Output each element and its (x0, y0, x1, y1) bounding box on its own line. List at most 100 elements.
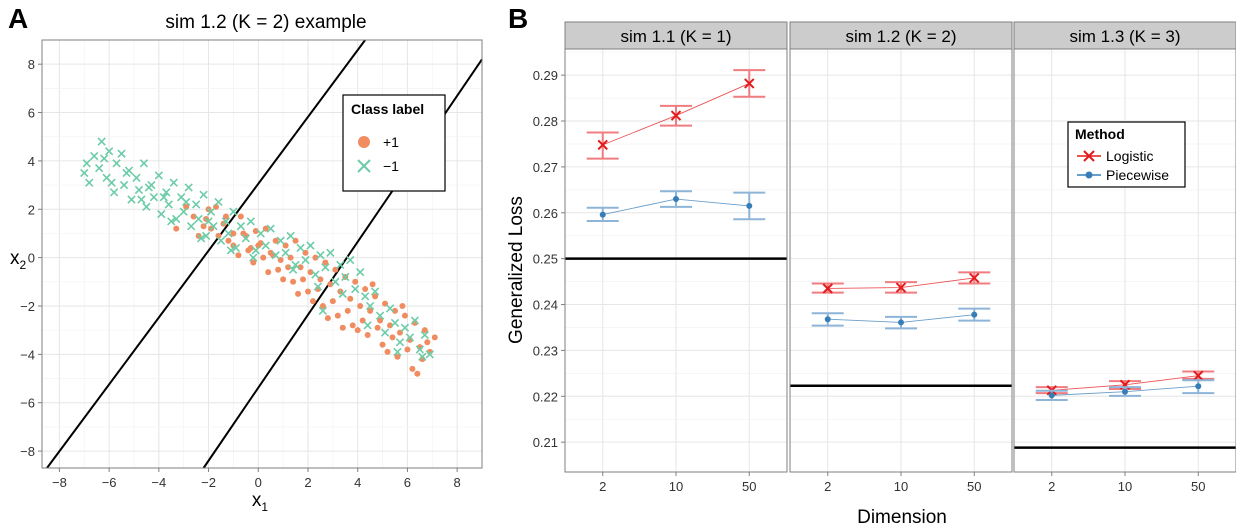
point-minus-one-stroke (184, 183, 193, 192)
point-minus-one-stroke (365, 301, 375, 311)
point-minus-one-stroke (249, 253, 258, 262)
point-minus-one (246, 217, 255, 226)
legend-circle-icon (358, 136, 370, 148)
point-minus-one-stroke (420, 330, 429, 340)
point-minus-one (80, 168, 89, 178)
point-minus-one (276, 236, 285, 245)
point-minus-one (313, 282, 323, 291)
panel-a-y-tick-label: 8 (28, 57, 35, 72)
point-minus-one-stroke (162, 188, 171, 197)
point-minus-one-stroke (80, 168, 89, 178)
point-plus-one (367, 307, 374, 314)
point-plus-one (309, 298, 316, 305)
point-minus-one (196, 234, 206, 243)
point-minus-one-stroke (326, 248, 335, 257)
point-plus-one (237, 213, 244, 220)
point-plus-one (280, 276, 287, 283)
point-minus-one (224, 229, 233, 238)
point-minus-one-stroke (221, 217, 231, 226)
point-plus-one (230, 230, 237, 237)
point-minus-one-stroke (316, 251, 325, 260)
point-minus-one (157, 209, 166, 219)
point-logistic (597, 139, 608, 151)
point-plus-one (190, 213, 197, 220)
point-plus-one (349, 322, 356, 329)
facet-x-tick-label: 50 (1191, 479, 1205, 494)
point-minus-one-stroke (97, 137, 106, 146)
point-minus-one-stroke (104, 147, 114, 156)
point-minus-one-stroke (159, 193, 168, 202)
point-plus-one (354, 327, 361, 334)
point-minus-one-stroke (119, 180, 129, 190)
point-minus-one (112, 159, 121, 168)
point-minus-one-stroke (144, 183, 154, 192)
point-logistic (670, 110, 682, 121)
point-minus-one (226, 246, 236, 255)
point-minus-one (266, 224, 275, 233)
point-plus-one (215, 232, 222, 239)
panel-b-y-tick-label: 0.23 (533, 343, 558, 358)
point-minus-one (415, 345, 425, 354)
point-piecewise (824, 316, 831, 323)
panel-b-y-tick-label: 0.24 (533, 298, 558, 313)
point-minus-one-stroke (169, 178, 178, 187)
point-minus-one-stroke (149, 193, 159, 202)
point-minus-one (201, 231, 211, 241)
point-minus-one-stroke (311, 270, 320, 279)
point-piecewise (746, 202, 753, 209)
panel-a-x-ticks: −8 −6 −4 −2 0 2 4 6 8 (52, 468, 461, 490)
point-minus-one-stroke (209, 222, 218, 231)
point-minus-one-stroke (179, 207, 188, 216)
point-minus-one-stroke (390, 318, 400, 328)
panel-b-legend-label-piecewise: Piecewise (1106, 167, 1169, 183)
point-plus-one (250, 259, 257, 266)
point-minus-one (400, 323, 410, 332)
facet-x-tick-label: 2 (824, 479, 831, 494)
point-minus-one (164, 200, 173, 209)
panel-b-y-axis-title: Generalized Loss (506, 196, 527, 344)
point-minus-one (241, 234, 251, 243)
point-plus-one (334, 312, 341, 319)
point-piecewise (599, 211, 606, 218)
point-plus-one (285, 264, 292, 271)
point-minus-one (281, 248, 290, 257)
point-plus-one (362, 286, 369, 293)
point-minus-one-stroke (338, 289, 347, 299)
facet-strip-label: sim 1.3 (K = 3) (1069, 27, 1180, 46)
point-minus-one-stroke (172, 214, 181, 224)
panel-b-legend-label-logistic: Logistic (1106, 148, 1153, 164)
point-minus-one-stroke (251, 246, 260, 255)
point-plus-one (295, 290, 302, 297)
panel-a-legend-label-minus: −1 (383, 158, 399, 174)
decision-boundary-line (46, 39, 366, 469)
point-logistic-stroke (822, 283, 833, 294)
facet-panel: sim 1.1 (K = 1) 2 10 50 (564, 21, 788, 494)
point-minus-one-stroke (318, 306, 328, 315)
panel-a-y-tick-label: −4 (20, 347, 35, 362)
point-plus-one (387, 322, 394, 329)
point-minus-one (418, 352, 427, 361)
point-minus-one (199, 190, 208, 199)
panel-b-facets: sim 1.1 (K = 1) 2 10 50 sim 1.2 (K = 2) 2 10 50… (506, 21, 1236, 528)
point-minus-one-stroke (266, 224, 275, 233)
point-minus-one (85, 178, 94, 187)
point-plus-one (240, 230, 247, 237)
point-plus-one (297, 264, 304, 271)
point-minus-one-stroke (331, 277, 340, 286)
point-minus-one (326, 248, 335, 257)
point-minus-one-stroke (370, 287, 380, 296)
point-logistic (1193, 370, 1204, 381)
facet-strip (564, 21, 788, 50)
point-minus-one (142, 202, 151, 212)
point-minus-one-stroke (82, 159, 91, 168)
point-minus-one-stroke (95, 163, 104, 173)
point-plus-one (290, 278, 297, 285)
point-minus-one (375, 311, 385, 320)
panel-b-x-axis-title: Dimension (857, 507, 947, 528)
point-plus-one (372, 293, 379, 300)
facet-strip (1013, 21, 1236, 50)
point-minus-one-stroke (182, 197, 191, 207)
point-minus-one-stroke (351, 284, 360, 294)
point-minus-one-stroke (246, 217, 255, 226)
point-minus-one-stroke (286, 231, 295, 241)
